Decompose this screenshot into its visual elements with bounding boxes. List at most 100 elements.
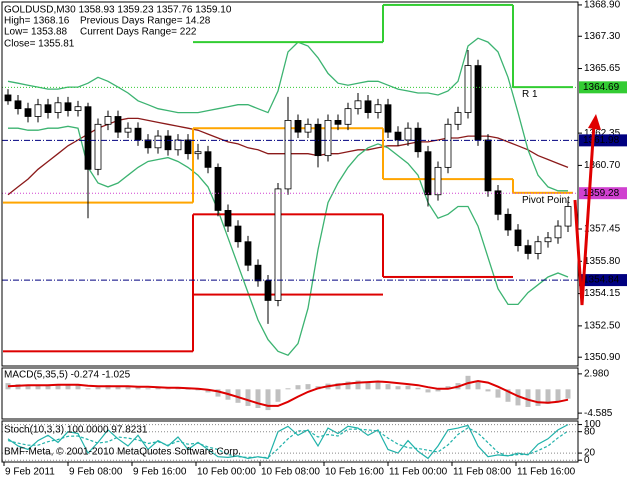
macd-bar xyxy=(95,387,101,390)
candle-body xyxy=(214,166,222,211)
candle-body xyxy=(44,104,52,113)
y-tick-label: 20 xyxy=(584,448,596,459)
macd-bar xyxy=(355,380,361,390)
macd-bar xyxy=(195,389,201,391)
macd-bar xyxy=(165,388,171,390)
arrow-head xyxy=(588,114,601,130)
price-badge-label: 1359.28 xyxy=(583,188,620,199)
macd-bar xyxy=(435,389,441,392)
indicator-line xyxy=(7,37,568,192)
candle-body xyxy=(494,190,502,215)
candle-body xyxy=(444,123,452,168)
candle-body xyxy=(224,210,232,227)
candle-body xyxy=(74,106,82,112)
indicator-line xyxy=(7,427,569,459)
candle-body xyxy=(454,112,462,125)
candle-body xyxy=(144,139,152,149)
macd-bar xyxy=(475,382,481,390)
x-tick-label: 11 Feb 08:00 xyxy=(453,467,512,478)
macd-bar xyxy=(125,386,131,390)
y-tick-label: 1357.45 xyxy=(584,224,621,235)
candle-body xyxy=(474,65,482,141)
macd-bar xyxy=(275,389,281,402)
candle-body xyxy=(354,100,362,110)
indicator-line xyxy=(7,424,569,460)
candle-body xyxy=(154,135,162,149)
price-badge xyxy=(579,274,627,287)
y-tick-label: 0 xyxy=(584,455,590,466)
candle-body xyxy=(264,280,272,301)
macd-bar xyxy=(65,384,71,390)
candle-body xyxy=(284,119,292,190)
macd-bar xyxy=(415,387,421,390)
candle-body xyxy=(134,127,142,141)
candle-body xyxy=(334,119,342,125)
macd-bar xyxy=(335,383,341,390)
y-tick-label: 100 xyxy=(584,419,601,430)
candle-body xyxy=(114,116,122,133)
symbol-title: GOLDUSD,M30 1358.93 1359.23 1357.76 1359… xyxy=(4,5,232,16)
y-tick-label: 1350.90 xyxy=(584,352,621,363)
candle-body xyxy=(294,119,302,133)
candle-body xyxy=(564,206,572,227)
candle-body xyxy=(544,237,552,243)
x-tick-label: 11 Feb 16:00 xyxy=(517,467,576,478)
macd-bar xyxy=(565,389,571,399)
macd-bar xyxy=(155,387,161,390)
indicator-line xyxy=(7,379,569,407)
macd-bar xyxy=(505,389,511,402)
price-panel xyxy=(1,1,579,367)
y-tick-label: 2.980 xyxy=(584,369,609,380)
y-tick-label: 80 xyxy=(584,426,596,437)
macd-bar xyxy=(495,389,501,398)
candle-body xyxy=(84,106,92,170)
macd-bar xyxy=(75,384,81,390)
x-tick-label: 9 Feb 2011 xyxy=(5,467,55,478)
candle-body xyxy=(204,151,212,168)
candle-body xyxy=(324,119,332,157)
candle-body xyxy=(14,100,22,110)
info-close: Close= 1355.81 xyxy=(4,39,75,50)
candle-body xyxy=(54,102,62,113)
macd-panel xyxy=(1,367,579,420)
macd-bar xyxy=(305,384,311,390)
candle-body xyxy=(404,127,412,141)
macd-bar xyxy=(15,384,21,390)
macd-bar xyxy=(545,389,551,404)
candle-body xyxy=(64,102,72,112)
candle-body xyxy=(234,225,242,243)
macd-bar xyxy=(485,389,491,392)
macd-bar xyxy=(245,389,251,406)
info-curr-range: Current Days Range= 222 xyxy=(80,27,197,38)
macd-bar xyxy=(385,384,391,390)
x-tick-label: 9 Feb 16:00 xyxy=(133,467,187,478)
stoch-panel xyxy=(1,420,579,463)
x-tick-label: 9 Feb 08:00 xyxy=(69,467,123,478)
macd-bar xyxy=(295,385,301,390)
macd-bar xyxy=(85,388,91,390)
candle-body xyxy=(94,123,102,170)
macd-bar xyxy=(205,389,211,393)
macd-bar xyxy=(35,384,41,390)
candle-body xyxy=(164,135,172,151)
macd-bar xyxy=(535,389,541,406)
macd-bar xyxy=(285,388,291,390)
candle-body xyxy=(254,264,262,282)
macd-bar xyxy=(265,389,271,411)
candle-body xyxy=(4,94,12,102)
candle-body xyxy=(174,139,182,151)
x-tick-label: 10 Feb 00:00 xyxy=(197,467,256,478)
macd-bar xyxy=(405,385,411,390)
macd-bar xyxy=(555,389,561,402)
price-badge xyxy=(579,134,627,147)
forecast-arrow xyxy=(573,123,596,306)
info-high: High= 1368.16 xyxy=(4,16,70,27)
candle-body xyxy=(514,229,522,247)
macd-bar xyxy=(255,389,261,409)
candle-body xyxy=(124,127,132,133)
y-tick-label: 1352.50 xyxy=(584,321,621,332)
level-label: Pivot Point xyxy=(522,195,570,206)
candle-body xyxy=(344,108,352,125)
stoch-title: Stoch(10,3,3) 100.0000 97.8231 xyxy=(4,425,148,436)
